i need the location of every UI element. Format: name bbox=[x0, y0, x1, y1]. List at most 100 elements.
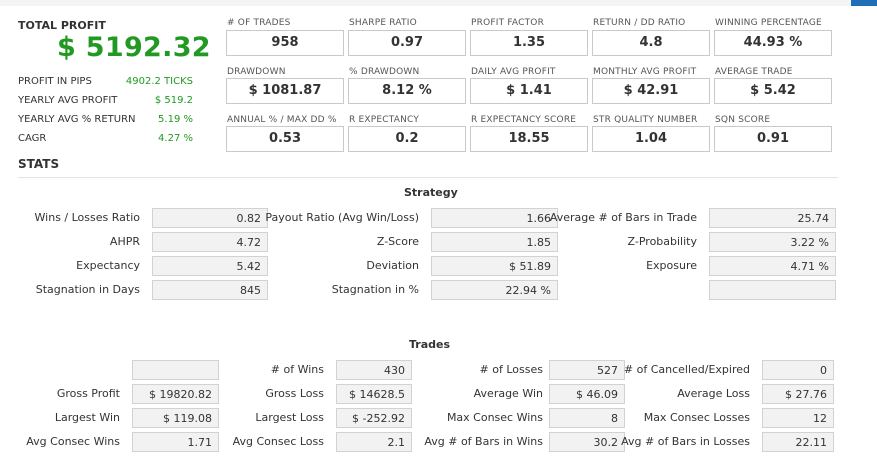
summary-row: CAGR 4.27 % bbox=[18, 133, 193, 144]
trades-label: Gross Profit bbox=[56, 387, 120, 400]
metric-value: 8.12 % bbox=[348, 78, 466, 104]
top-bar bbox=[0, 0, 877, 6]
strategy-value bbox=[709, 280, 836, 300]
metric-label: RETURN / DD RATIO bbox=[593, 18, 686, 28]
metric-value: 1.35 bbox=[470, 30, 588, 56]
stats-title: STATS bbox=[18, 157, 60, 171]
metric-value: 18.55 bbox=[470, 126, 588, 152]
trades-label: Max Consec Losses bbox=[643, 411, 750, 424]
metric-value: 0.91 bbox=[714, 126, 832, 152]
summary-row-value: $ 519.2 bbox=[154, 95, 193, 106]
summary-row-label: PROFIT IN PIPS bbox=[18, 76, 92, 87]
trades-label: Average Win bbox=[473, 387, 543, 400]
strategy-label: Expectancy bbox=[76, 259, 140, 272]
strategy-value: 1.66 bbox=[431, 208, 558, 228]
trades-value: 430 bbox=[336, 360, 412, 380]
strategy-value: 22.94 % bbox=[431, 280, 558, 300]
strategy-value: 1.85 bbox=[431, 232, 558, 252]
trades-value: $ 14628.5 bbox=[336, 384, 412, 404]
strategy-label: Z-Score bbox=[376, 235, 419, 248]
trades-value: 527 bbox=[549, 360, 625, 380]
strategy-title: Strategy bbox=[404, 186, 458, 199]
metric-label: WINNING PERCENTAGE bbox=[715, 18, 822, 28]
trades-value: 12 bbox=[762, 408, 834, 428]
metric-label: DRAWDOWN bbox=[227, 67, 286, 77]
metric-value: 0.97 bbox=[348, 30, 466, 56]
summary-row-label: YEARLY AVG % RETURN bbox=[18, 114, 136, 125]
trades-value: $ 19820.82 bbox=[132, 384, 219, 404]
trades-label: Max Consec Wins bbox=[446, 411, 543, 424]
summary-row: YEARLY AVG PROFIT $ 519.2 bbox=[18, 95, 193, 106]
metric-label: ANNUAL % / MAX DD % bbox=[227, 115, 337, 125]
metric-label: PROFIT FACTOR bbox=[471, 18, 545, 28]
summary-row-value: 4902.2 TICKS bbox=[125, 76, 193, 87]
trades-value: 2.1 bbox=[336, 432, 412, 452]
metric-value: 0.53 bbox=[226, 126, 344, 152]
strategy-label: Average # of Bars in Trade bbox=[549, 211, 697, 224]
summary-row-label: YEARLY AVG PROFIT bbox=[18, 95, 118, 106]
metric-value: 1.04 bbox=[592, 126, 710, 152]
metric-value: 4.8 bbox=[592, 30, 710, 56]
metric-label: R EXPECTANCY bbox=[349, 115, 420, 125]
trades-value: $ -252.92 bbox=[336, 408, 412, 428]
metric-value: 958 bbox=[226, 30, 344, 56]
trades-label: # of Losses bbox=[479, 363, 543, 376]
trades-value: 0 bbox=[762, 360, 834, 380]
strategy-label: Stagnation in Days bbox=[35, 283, 140, 296]
trades-value: 8 bbox=[549, 408, 625, 428]
strategy-label: Payout Ratio (Avg Win/Loss) bbox=[265, 211, 419, 224]
strategy-value: $ 51.89 bbox=[431, 256, 558, 276]
summary-row-value: 4.27 % bbox=[158, 133, 193, 144]
strategy-value: 25.74 bbox=[709, 208, 836, 228]
trades-label: Largest Win bbox=[54, 411, 120, 424]
metric-value: 44.93 % bbox=[714, 30, 832, 56]
trades-value: $ 46.09 bbox=[549, 384, 625, 404]
trades-value: $ 119.08 bbox=[132, 408, 219, 428]
strategy-value: 4.71 % bbox=[709, 256, 836, 276]
trades-label: Avg # of Bars in Losses bbox=[621, 435, 750, 448]
total-profit-label: TOTAL PROFIT bbox=[18, 19, 106, 32]
summary-row: YEARLY AVG % RETURN 5.19 % bbox=[18, 114, 193, 125]
metric-value: $ 5.42 bbox=[714, 78, 832, 104]
top-accent bbox=[851, 0, 877, 6]
strategy-value: 0.82 bbox=[152, 208, 268, 228]
metric-value: $ 1081.87 bbox=[226, 78, 344, 104]
trades-label: Largest Loss bbox=[255, 411, 324, 424]
trades-label: # of Wins bbox=[270, 363, 324, 376]
strategy-label: Stagnation in % bbox=[331, 283, 419, 296]
trades-label: Avg Consec Wins bbox=[26, 435, 120, 448]
trades-value bbox=[132, 360, 219, 380]
trades-value: 22.11 bbox=[762, 432, 834, 452]
trades-label: Average Loss bbox=[677, 387, 750, 400]
strategy-label: Z-Probability bbox=[627, 235, 697, 248]
total-profit-value: $ 5192.32 bbox=[57, 32, 211, 63]
metric-label: AVERAGE TRADE bbox=[715, 67, 793, 77]
trades-value: 1.71 bbox=[132, 432, 219, 452]
strategy-label: Deviation bbox=[366, 259, 419, 272]
metric-label: # OF TRADES bbox=[227, 18, 291, 28]
strategy-label: Exposure bbox=[646, 259, 697, 272]
metric-label: STR QUALITY NUMBER bbox=[593, 115, 698, 125]
strategy-value: 5.42 bbox=[152, 256, 268, 276]
trades-label: Avg # of Bars in Wins bbox=[424, 435, 543, 448]
summary-row-label: CAGR bbox=[18, 133, 47, 144]
summary-row: PROFIT IN PIPS 4902.2 TICKS bbox=[18, 76, 193, 87]
strategy-value: 3.22 % bbox=[709, 232, 836, 252]
metric-value: 0.2 bbox=[348, 126, 466, 152]
trades-value: 30.2 bbox=[549, 432, 625, 452]
metric-value: $ 1.41 bbox=[470, 78, 588, 104]
trades-label: # of Cancelled/Expired bbox=[623, 363, 750, 376]
metric-label: SQN SCORE bbox=[715, 115, 771, 125]
metric-label: % DRAWDOWN bbox=[349, 67, 420, 77]
trades-label: Gross Loss bbox=[265, 387, 324, 400]
strategy-label: AHPR bbox=[109, 235, 140, 248]
metric-label: MONTHLY AVG PROFIT bbox=[593, 67, 697, 77]
summary-row-value: 5.19 % bbox=[158, 114, 193, 125]
metric-value: $ 42.91 bbox=[592, 78, 710, 104]
trades-title: Trades bbox=[409, 338, 451, 351]
trades-label: Avg Consec Loss bbox=[232, 435, 324, 448]
trades-value: $ 27.76 bbox=[762, 384, 834, 404]
strategy-value: 845 bbox=[152, 280, 268, 300]
strategy-label: Wins / Losses Ratio bbox=[34, 211, 140, 224]
metric-label: R EXPECTANCY SCORE bbox=[471, 115, 577, 125]
